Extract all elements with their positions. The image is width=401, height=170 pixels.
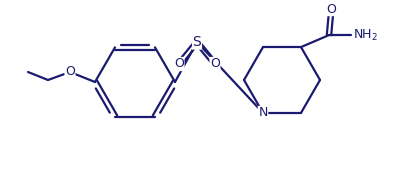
Text: O: O — [65, 65, 75, 79]
Text: O: O — [210, 57, 219, 71]
Text: O: O — [174, 57, 184, 71]
Text: NH$_2$: NH$_2$ — [352, 28, 377, 43]
Text: S: S — [192, 35, 201, 49]
Text: N: N — [258, 106, 267, 119]
Text: O: O — [325, 3, 335, 16]
